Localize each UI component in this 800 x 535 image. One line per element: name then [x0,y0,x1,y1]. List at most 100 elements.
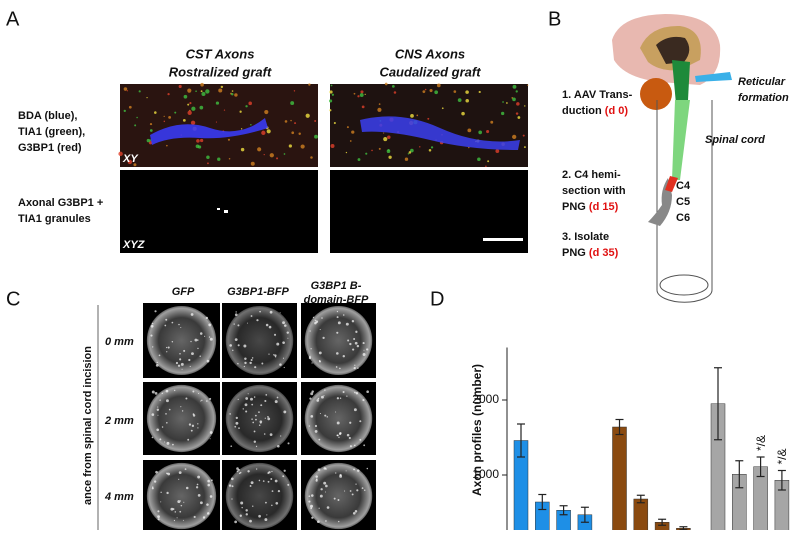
speckle [293,90,296,92]
speckle [227,138,231,141]
speckle [188,358,191,362]
speckle [362,352,366,356]
speckle [339,397,342,399]
brainstem [672,60,690,104]
speckle [156,428,160,432]
speckle [515,90,518,93]
speckle [318,360,322,363]
speckle [359,420,362,423]
speckle [305,113,310,118]
speckle [310,415,314,418]
panel-label: D [430,288,444,310]
step-text: PNG (d 15) [562,201,619,213]
speckle [247,470,250,473]
speckle [262,480,265,482]
speckle [310,156,313,159]
speckle [280,435,282,437]
speckle [356,344,360,348]
speckle [317,468,321,472]
speckle [208,336,211,338]
view-label: XY [122,153,139,165]
chart: 1000 2000 */& */& [472,347,790,535]
speckle [323,481,327,485]
speckle [260,422,262,424]
speckle [187,88,192,93]
speckle [233,323,235,325]
speckle [337,321,341,325]
speckle [166,491,169,495]
speckle [206,503,209,506]
column-title: Caudalized graft [379,64,481,79]
speckle [266,514,268,516]
speckle [166,346,168,349]
speckle [359,93,364,97]
speckle [338,432,342,436]
speckle [237,324,240,327]
annotation: */& [754,435,768,451]
speckle [192,390,195,393]
speckle [244,361,247,365]
step-text: PNG (d 35) [562,247,619,259]
speckle [465,90,469,94]
speckle [378,103,381,105]
speckle [457,98,462,102]
speckle [182,118,186,122]
speckle [123,109,126,113]
speckle [240,501,244,505]
speckle [328,99,333,103]
speckle [353,366,356,370]
speckle [360,90,364,94]
speckle [318,438,321,441]
speckle [308,356,312,360]
speckle [283,366,285,369]
speckle [273,354,275,356]
speckle [359,438,362,441]
speckle [274,356,277,358]
speckle [160,501,162,503]
labelled-axons [672,100,690,180]
speckle [151,322,154,325]
syringe [695,72,732,82]
speckle [312,316,315,319]
speckle [252,421,255,424]
speckle [230,445,233,447]
speckle [487,160,490,163]
speckle [245,105,248,108]
speckle [338,436,340,439]
speckle [276,396,279,399]
speckle [190,340,192,343]
row-label: TIA1 (green), [18,126,85,138]
step-text: section with [562,185,626,197]
tissue [304,462,373,530]
speckle [331,93,335,96]
speckle [315,475,318,478]
speckle [253,430,256,433]
speckle [315,478,318,481]
speckle [387,135,391,140]
speckle [245,397,249,400]
speckle [250,124,252,126]
speckle [336,316,339,319]
speckle [253,396,256,398]
speckle [198,392,200,395]
speckle [146,138,151,143]
speckle [178,323,180,326]
speckle [330,84,333,87]
speckle [355,483,357,485]
speckle [336,352,339,355]
speckle [265,501,267,504]
speckle [261,130,266,135]
column-title: CST Axons [186,46,255,61]
speckle [300,144,305,149]
speckle [126,90,129,92]
speckle [343,490,346,492]
speckle [353,338,356,341]
speckle [163,115,165,118]
cord-label: Spinal cord [705,134,765,146]
speckle [151,487,154,490]
speckle [208,323,212,327]
speckle [204,335,206,337]
speckle [283,153,286,155]
speckle [127,159,133,165]
speckle [354,509,358,513]
